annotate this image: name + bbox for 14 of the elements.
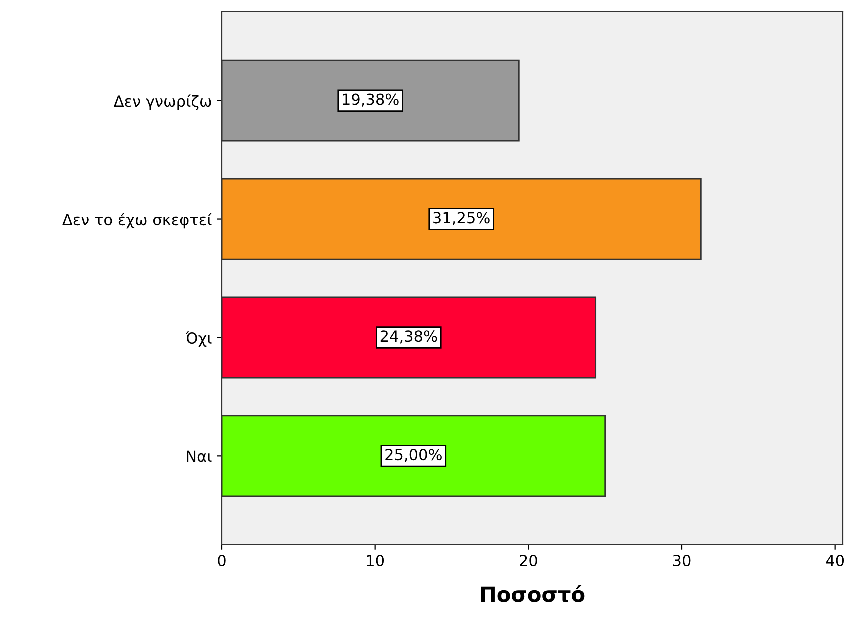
- x-tick-label: 40: [826, 554, 844, 567]
- data-label: 25,00%: [386, 449, 442, 462]
- data-label: 24,38%: [380, 330, 438, 344]
- y-tick-label: Δεν το έχω σκεφτεί: [62, 213, 212, 229]
- y-tick-label: Δεν γνωρίζω: [114, 94, 212, 110]
- x-tick-label: 10: [367, 554, 384, 567]
- x-tick-label: 30: [673, 554, 691, 567]
- y-tick-label: Ναι: [187, 450, 212, 462]
- data-label: 19,38%: [343, 94, 399, 107]
- x-tick-label: 0: [218, 554, 226, 567]
- x-axis-title: Ποσοστό: [481, 585, 585, 602]
- y-tick-label: Όχι: [186, 332, 212, 348]
- data-label: 31,25%: [434, 212, 490, 226]
- x-tick-label: 20: [520, 554, 538, 567]
